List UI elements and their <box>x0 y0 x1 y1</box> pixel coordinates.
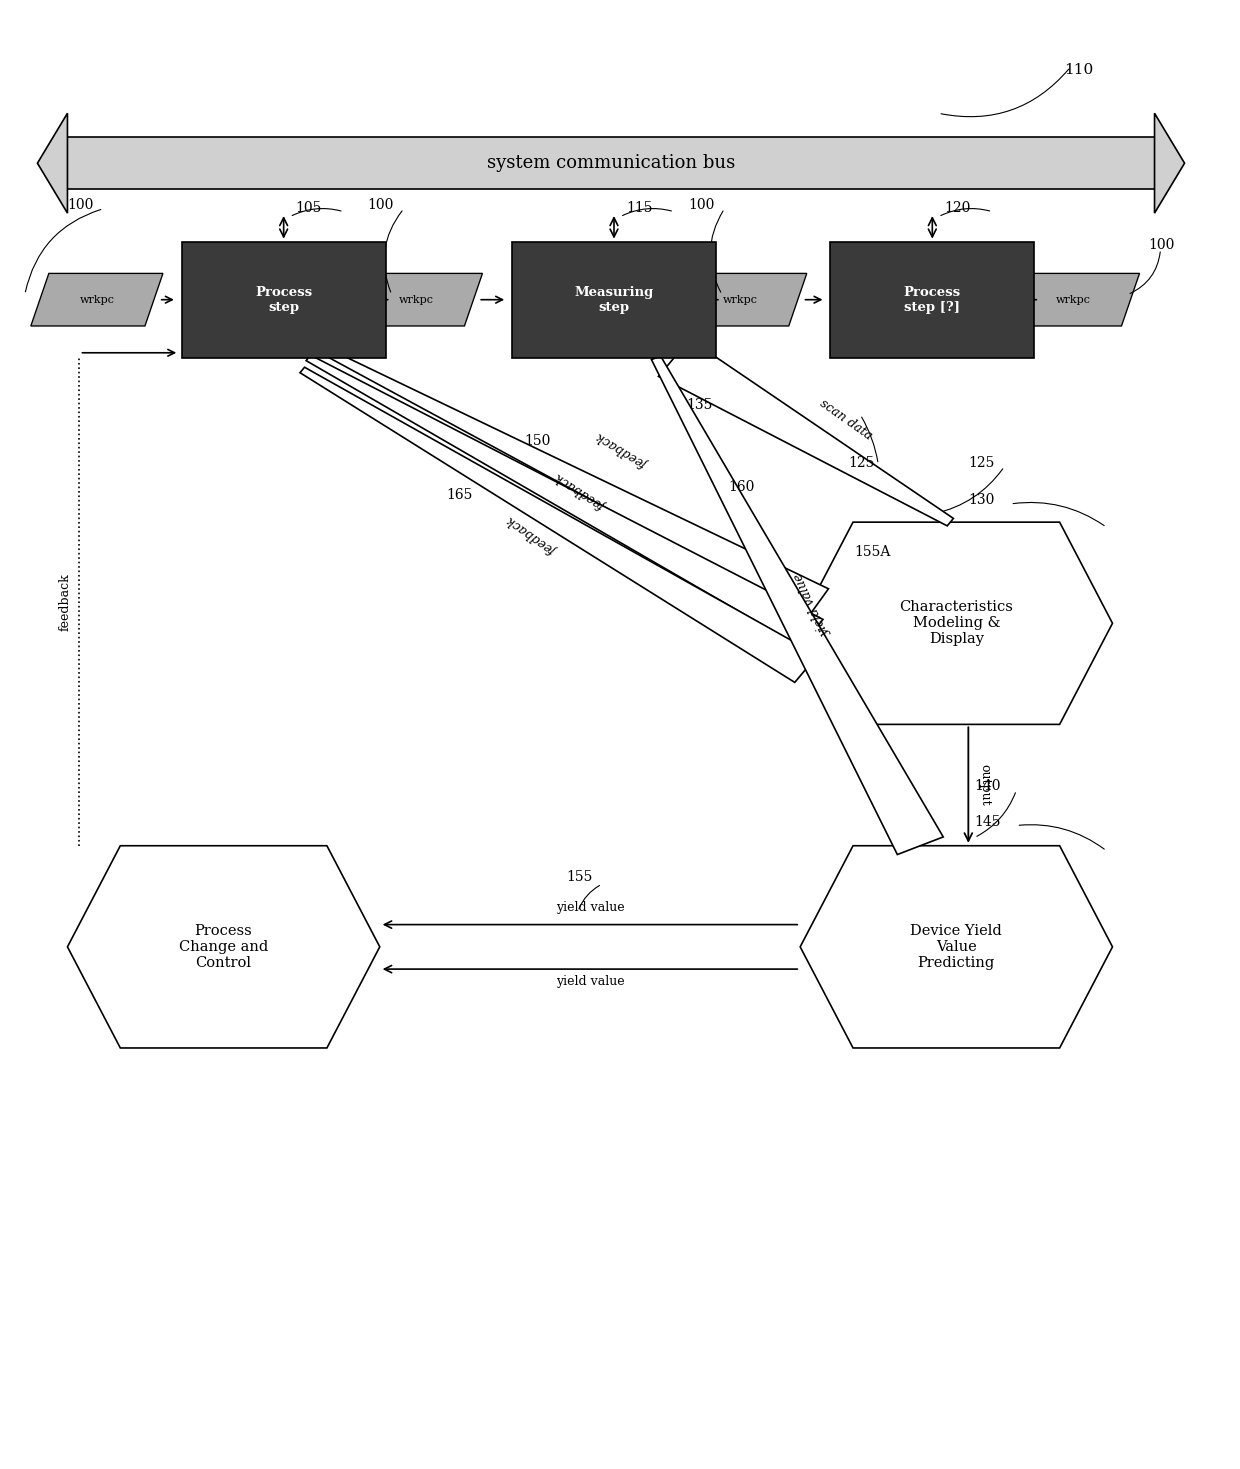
Bar <box>512 241 715 358</box>
Text: 105: 105 <box>295 201 322 214</box>
Bar <box>67 137 1154 190</box>
Text: Process
step: Process step <box>255 285 312 314</box>
Polygon shape <box>1154 113 1184 213</box>
Polygon shape <box>312 342 828 617</box>
Text: Process
step [?]: Process step [?] <box>904 285 961 314</box>
Polygon shape <box>1007 273 1140 326</box>
Text: 165: 165 <box>446 488 472 502</box>
Polygon shape <box>306 355 823 648</box>
Text: output: output <box>978 764 991 806</box>
Text: feedback: feedback <box>595 429 651 470</box>
Text: feedback: feedback <box>58 573 72 630</box>
Text: feedback: feedback <box>505 513 559 557</box>
Text: scan data: scan data <box>817 397 874 442</box>
Text: yield value: yield value <box>792 570 832 639</box>
Text: 130: 130 <box>968 494 994 507</box>
Text: 100: 100 <box>688 198 714 212</box>
Text: 125: 125 <box>848 455 874 470</box>
Text: feedback: feedback <box>553 470 609 513</box>
Text: 135: 135 <box>687 398 713 411</box>
Text: 100: 100 <box>67 198 94 212</box>
Polygon shape <box>300 367 817 683</box>
Bar <box>181 241 386 358</box>
Text: 115: 115 <box>626 201 652 214</box>
Text: Device Yield
Value
Predicting: Device Yield Value Predicting <box>910 924 1002 970</box>
Text: 100: 100 <box>1148 238 1174 253</box>
Text: wrkpc: wrkpc <box>723 295 758 304</box>
Text: 160: 160 <box>728 479 754 494</box>
Text: Characteristics
Modeling &
Display: Characteristics Modeling & Display <box>899 599 1013 646</box>
Polygon shape <box>67 846 379 1047</box>
Text: 155A: 155A <box>854 545 890 560</box>
Polygon shape <box>658 339 954 526</box>
Text: system communication bus: system communication bus <box>487 154 735 172</box>
Text: yield value: yield value <box>556 975 624 989</box>
Polygon shape <box>800 521 1112 724</box>
Text: 145: 145 <box>975 814 1001 829</box>
Text: wrkpc: wrkpc <box>79 295 114 304</box>
Polygon shape <box>651 355 944 855</box>
Text: 100: 100 <box>368 198 394 212</box>
Polygon shape <box>31 273 162 326</box>
Bar <box>831 241 1034 358</box>
Text: 155: 155 <box>565 870 593 884</box>
Text: wrkpc: wrkpc <box>399 295 434 304</box>
Text: 140: 140 <box>975 779 1001 793</box>
Text: 125: 125 <box>968 455 994 470</box>
Text: 120: 120 <box>945 201 971 214</box>
Polygon shape <box>351 273 482 326</box>
Polygon shape <box>37 113 67 213</box>
Text: Process
Change and
Control: Process Change and Control <box>179 924 268 970</box>
Polygon shape <box>800 846 1112 1047</box>
Text: wrkpc: wrkpc <box>1056 295 1091 304</box>
Text: 110: 110 <box>1064 63 1094 78</box>
Text: Measuring
step: Measuring step <box>574 285 653 314</box>
Text: 150: 150 <box>525 433 551 448</box>
Text: yield value: yield value <box>556 902 624 915</box>
Polygon shape <box>675 273 807 326</box>
